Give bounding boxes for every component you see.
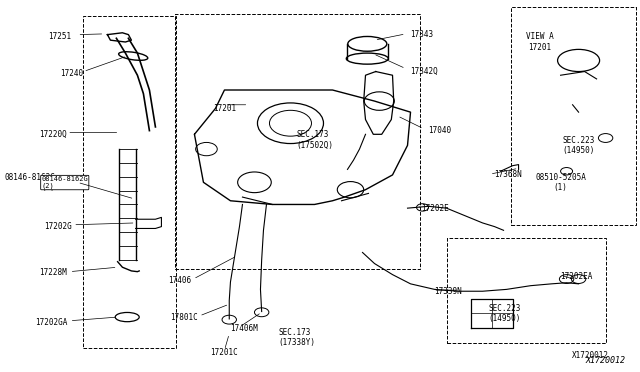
Text: 17220Q: 17220Q xyxy=(40,130,67,139)
Text: 17201: 17201 xyxy=(213,104,236,113)
Text: 17240: 17240 xyxy=(60,69,83,78)
Text: 17343: 17343 xyxy=(410,30,434,39)
Text: 08146-8162G
(2): 08146-8162G (2) xyxy=(42,176,88,189)
Text: 17040: 17040 xyxy=(429,126,452,135)
Text: SEC.173
(17502Q): SEC.173 (17502Q) xyxy=(296,130,333,150)
Text: 17406: 17406 xyxy=(168,276,191,285)
Text: SEC.223
(14950): SEC.223 (14950) xyxy=(488,304,521,323)
Text: VIEW A
17201: VIEW A 17201 xyxy=(525,32,554,52)
Text: 17339N: 17339N xyxy=(435,287,462,296)
Text: SEC.223
(14950): SEC.223 (14950) xyxy=(563,136,595,155)
Text: 17202EA: 17202EA xyxy=(561,272,593,281)
Text: 17228M: 17228M xyxy=(40,268,67,277)
Text: X1720012: X1720012 xyxy=(586,356,625,365)
Text: 17202E: 17202E xyxy=(421,203,449,213)
Text: 17202GA: 17202GA xyxy=(35,318,67,327)
Text: SEC.173
(17338Y): SEC.173 (17338Y) xyxy=(278,328,316,347)
Text: 17251: 17251 xyxy=(48,32,72,41)
Text: 08510-5205A
(1): 08510-5205A (1) xyxy=(535,173,586,192)
Text: 17201C: 17201C xyxy=(211,348,238,357)
Text: 17406M: 17406M xyxy=(230,324,258,333)
Text: 17801C: 17801C xyxy=(170,312,197,321)
Text: X1720012: X1720012 xyxy=(572,351,609,360)
Text: 17202G: 17202G xyxy=(44,222,72,231)
Text: 08146-8162G
(2): 08146-8162G (2) xyxy=(4,173,55,192)
Text: 17368N: 17368N xyxy=(495,170,522,179)
Text: 17342Q: 17342Q xyxy=(410,67,438,76)
